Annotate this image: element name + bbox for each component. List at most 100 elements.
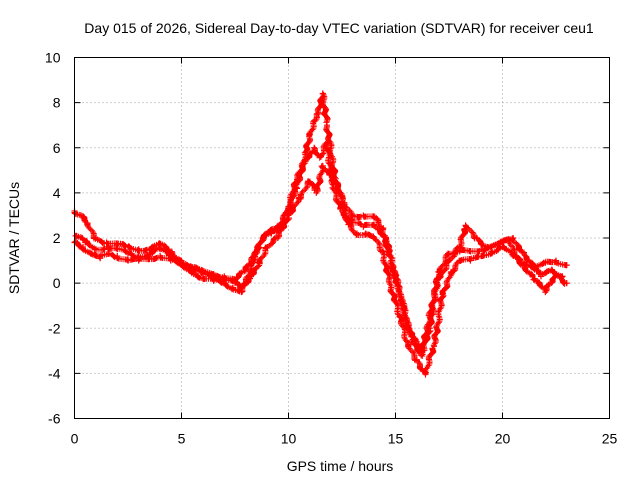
data-point [473,235,480,241]
data-point [259,235,266,241]
data-point [306,131,313,138]
data-point [157,253,164,260]
data-point [324,122,331,129]
data-point [105,250,112,257]
data-point [339,207,345,214]
data-point [167,253,174,260]
data-point [418,352,425,359]
data-point [319,162,326,169]
data-point [302,149,309,156]
data-point [446,257,452,264]
data-point [92,235,99,241]
data-point [285,203,292,210]
data-point [353,230,360,237]
data-point [505,237,512,244]
data-point [563,280,570,287]
data-point [315,110,322,117]
data-point [426,313,433,320]
data-point [439,291,446,298]
data-point [362,230,369,237]
data-point [392,273,399,280]
x-tick-label: 10 [281,431,297,447]
series-track-c [72,138,566,360]
chart-title: Day 015 of 2026, Sidereal Day-to-day VTE… [84,20,594,36]
data-point [467,257,474,264]
data-point [371,235,378,241]
data-point [542,289,549,296]
axes: 0 5 10 15 20 25 -6 -4 -2 0 2 4 6 8 10 [45,50,618,447]
data-point [103,244,110,251]
data-point [488,248,495,255]
data-point [125,250,131,257]
data-point [242,266,249,273]
data-point [199,275,206,282]
y-axis-title: SDTVAR / TECUs [6,182,22,294]
data-point [435,275,442,282]
data-point [229,284,236,291]
data-point [531,275,538,282]
x-tick-label: 25 [602,431,618,447]
y-tick-label: -2 [48,320,61,336]
data-point [274,235,281,241]
data-point [92,246,99,253]
x-tick-label: 15 [388,431,404,447]
data-point [319,90,326,97]
data-point [255,259,262,266]
data-point [478,253,485,260]
series-markers [72,163,570,378]
y-tick-label: 4 [53,185,61,201]
plot-frame [74,57,610,419]
data-point [495,241,502,248]
y-tick-label: 0 [53,275,61,291]
data-point [246,275,253,282]
data-point [405,343,412,350]
data-point [317,153,324,160]
x-axis-title: GPS time / hours [287,458,394,474]
data-point [510,235,517,241]
data-point [381,232,388,239]
series-track-b [71,162,570,378]
data-point [306,178,313,185]
data-point [114,253,121,260]
data-point [238,289,245,296]
data-point [360,212,367,219]
y-tick-label: -4 [48,365,61,381]
data-marks [71,90,570,378]
data-point [456,244,463,251]
data-point [324,140,331,147]
data-point [409,336,416,343]
y-tick-label: 10 [45,50,61,66]
data-point [189,264,196,271]
data-point [336,189,343,196]
data-point [448,268,455,275]
x-tick-label: 5 [178,431,186,447]
data-point [379,248,386,255]
data-point [125,257,131,264]
data-point [456,257,463,264]
data-point [371,214,378,221]
data-point [251,250,258,257]
data-point [516,257,523,264]
data-point [125,244,131,251]
data-point [294,176,301,183]
data-point [563,262,570,269]
data-point [313,189,320,196]
data-point [520,250,527,257]
data-point [221,280,228,287]
data-point [542,259,549,266]
y-tick-label: 6 [53,140,61,156]
data-point [135,253,142,260]
grid [74,57,610,419]
data-point [559,273,566,280]
data-point [538,273,545,280]
data-point [114,246,121,253]
data-point [330,185,337,192]
data-point [553,257,559,264]
data-point [199,268,206,275]
data-point [431,343,438,350]
data-point [446,250,452,257]
data-point [548,266,555,273]
data-point [302,158,309,165]
data-point [345,221,352,228]
